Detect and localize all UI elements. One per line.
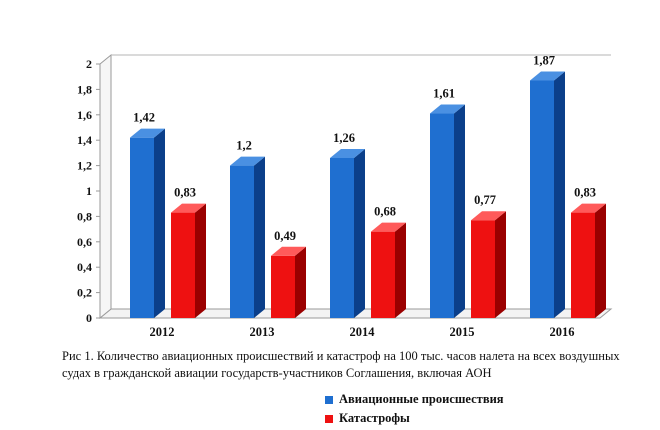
bar-side — [354, 148, 365, 318]
bar-top — [371, 222, 406, 232]
y-axis-ticks: 0 0,2 0,4 0,6 0,8 1 1,2 1,4 1,6 1,8 2 — [77, 57, 100, 325]
y-tick-label: 0 — [86, 311, 92, 325]
x-axis-labels: 2012 2013 2014 2015 2016 — [150, 325, 575, 339]
bar-side — [195, 203, 206, 318]
data-label: 0,49 — [274, 229, 296, 243]
bar-top — [571, 203, 606, 213]
bar-side — [454, 104, 465, 318]
chart-bars: 1,42 0,83 1,2 0,49 1,26 0,68 1,61 0,77 1,87 0,83 — [130, 54, 606, 318]
bar-side — [254, 156, 265, 318]
legend-label-accidents: Авиационные происшествия — [339, 392, 504, 406]
bar — [571, 212, 595, 318]
bar-top — [471, 211, 506, 221]
bar — [171, 212, 195, 318]
bar — [271, 255, 295, 318]
bar-top — [130, 128, 165, 138]
y-tick-label: 1,8 — [77, 82, 92, 96]
y-tick-label: 2 — [86, 57, 92, 71]
data-label: 0,83 — [574, 186, 596, 200]
bar-top — [430, 104, 465, 114]
x-tick-label: 2012 — [150, 325, 175, 339]
bar-chart: 00,20,40,60,811,21,41,61,82 1,420,831,20… — [77, 53, 613, 339]
y-tick-label: 1 — [86, 184, 92, 198]
bar — [330, 157, 354, 318]
bar-side — [495, 211, 506, 318]
bar-top — [330, 148, 365, 158]
data-label: 1,2 — [236, 139, 252, 153]
bar-side — [154, 128, 165, 318]
chart-legend: Авиационные происшествия Катастрофы — [325, 390, 504, 428]
data-label: 1,87 — [533, 54, 555, 68]
chart-side-wall — [99, 53, 112, 320]
data-label: 0,83 — [174, 186, 196, 200]
bar-top — [271, 246, 306, 256]
bar-side — [295, 246, 306, 318]
x-tick-label: 2016 — [550, 325, 575, 339]
data-label: 1,42 — [133, 111, 155, 125]
legend-label-crashes: Катастрофы — [339, 411, 410, 425]
bar-side — [554, 71, 565, 318]
legend-swatch-accidents — [325, 395, 333, 404]
data-label: 0,77 — [474, 193, 496, 207]
figure-caption: Рис 1. Количество авиационных происшеств… — [62, 349, 620, 380]
y-tick-label: 0,4 — [77, 260, 92, 274]
data-label: 1,26 — [333, 131, 355, 145]
bar — [130, 137, 154, 318]
legend-swatch-crashes — [325, 414, 333, 423]
y-tick-label: 0,6 — [77, 235, 92, 249]
bar — [430, 113, 454, 318]
bar-top — [171, 203, 206, 213]
bar-top — [230, 156, 265, 166]
legend-item-accidents: Авиационные происшествия — [325, 390, 504, 409]
y-tick-label: 1,6 — [77, 108, 92, 122]
bar — [230, 165, 254, 318]
data-label: 0,68 — [374, 205, 396, 219]
data-label: 1,61 — [433, 87, 455, 101]
x-tick-label: 2015 — [450, 325, 475, 339]
y-tick-label: 0,2 — [77, 286, 92, 300]
x-tick-label: 2014 — [350, 325, 376, 339]
x-tick-label: 2013 — [250, 325, 275, 339]
bar-top — [530, 71, 565, 81]
legend-item-crashes: Катастрофы — [325, 409, 504, 428]
bar-side — [395, 222, 406, 318]
y-tick-label: 1,4 — [77, 133, 92, 147]
y-tick-label: 1,2 — [77, 159, 92, 173]
bar — [530, 80, 554, 318]
bar — [371, 231, 395, 318]
bar-side — [595, 203, 606, 318]
bar — [471, 220, 495, 318]
y-tick-label: 0,8 — [77, 209, 92, 223]
